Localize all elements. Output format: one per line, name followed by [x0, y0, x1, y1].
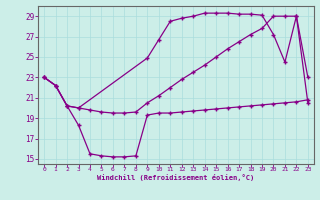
X-axis label: Windchill (Refroidissement éolien,°C): Windchill (Refroidissement éolien,°C) [97, 174, 255, 181]
